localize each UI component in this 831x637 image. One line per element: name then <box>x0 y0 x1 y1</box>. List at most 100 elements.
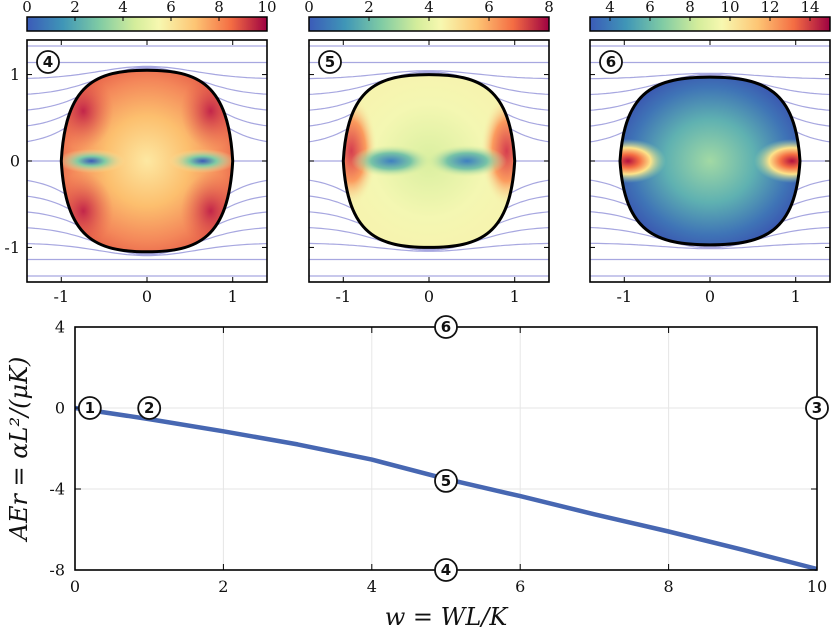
streamline <box>590 73 830 96</box>
streamline <box>590 226 830 249</box>
colorbar-tick-label: 8 <box>214 0 224 16</box>
point-marker-2-label: 2 <box>144 399 154 417</box>
streamline <box>27 211 267 255</box>
x-tick-label: -1 <box>53 287 69 306</box>
panel-marker-6: 6 <box>599 50 623 74</box>
streamline <box>309 71 549 111</box>
streamline <box>590 242 830 250</box>
streamline <box>590 72 830 80</box>
point-marker-4-circle <box>434 558 458 582</box>
x-tick-label: 0 <box>70 577 80 596</box>
y-tick-label: 0 <box>10 152 20 171</box>
x-tick-label: 1 <box>791 287 801 306</box>
droplet-field <box>61 70 233 252</box>
cold-region <box>351 145 431 177</box>
heatmap-panel-4: -1 0 1 1 0 -1 4 <box>4 39 268 306</box>
colorbar-tick-label: 8 <box>544 0 554 16</box>
point-marker-1: 1 <box>77 396 102 420</box>
colorbar-tick-label: 4 <box>118 0 128 16</box>
heatmap-panel-6: -1 0 1 6 <box>589 39 831 306</box>
x-tick-label: 0 <box>424 287 434 306</box>
point-marker-6-circle <box>434 315 458 339</box>
panel-marker-4: 4 <box>36 50 60 74</box>
x-tick-label: -1 <box>335 287 351 306</box>
colorbar-tick-label: 6 <box>166 0 176 16</box>
panel-marker-5-circle <box>318 50 342 74</box>
panel-marker-6-circle <box>599 50 623 74</box>
colorbar-tick-label: 6 <box>645 0 655 16</box>
point-marker-5-circle <box>434 468 458 493</box>
x-tick-label: 1 <box>228 287 238 306</box>
droplet-outline <box>341 73 517 249</box>
colorbar-tick-label: 10 <box>720 0 739 16</box>
streamline <box>27 243 267 257</box>
streamline <box>590 74 830 111</box>
streamline <box>27 66 267 95</box>
colorbar-tick-label: 6 <box>484 0 494 16</box>
point-marker-4-label: 4 <box>441 561 451 579</box>
hot-region <box>343 96 378 206</box>
point-marker-5-label: 5 <box>441 472 451 490</box>
y-tick-label: -4 <box>49 480 65 499</box>
x-tick-label: 1 <box>510 287 520 306</box>
x-tick-label: 6 <box>515 577 525 596</box>
streamline <box>309 70 549 80</box>
panel-marker-4-circle <box>36 50 60 74</box>
x-tick-label: 2 <box>218 577 228 596</box>
panel-marker-5: 5 <box>318 50 342 74</box>
colorbar-tick-label: 0 <box>304 0 314 16</box>
colorbar-panel-6 <box>589 16 831 32</box>
colorbar-tick-label: 8 <box>685 0 695 16</box>
streamline <box>27 227 267 256</box>
y-tick-label: 0 <box>55 399 65 418</box>
cold-region <box>61 149 126 173</box>
streamline <box>309 242 549 252</box>
cold-region <box>168 149 233 173</box>
y-tick-label: -8 <box>49 561 65 580</box>
panel-marker-5-label: 5 <box>325 53 335 71</box>
streamline <box>27 65 267 79</box>
droplet-fill <box>620 77 800 245</box>
panel-marker-6-label: 6 <box>606 53 616 71</box>
y-tick-label: 4 <box>55 318 65 337</box>
colorbar-tick-label: 12 <box>760 0 779 16</box>
point-marker-6-label: 6 <box>441 318 451 336</box>
droplet-outline <box>59 68 235 254</box>
plot-background <box>75 327 817 570</box>
colorbar-panel-4 <box>26 16 268 32</box>
streamline <box>309 70 549 95</box>
y-tick-label: 1 <box>10 65 20 84</box>
heatmap-panel-5: -1 0 1 5 <box>308 39 550 306</box>
x-tick-label: 4 <box>367 577 377 596</box>
colorbar-tick-label: 2 <box>364 0 374 16</box>
point-marker-3-label: 3 <box>812 399 822 417</box>
point-marker-5: 5 <box>434 468 458 493</box>
x-tick-label: 0 <box>705 287 715 306</box>
point-marker-2: 2 <box>137 396 162 420</box>
droplet-field <box>620 77 800 245</box>
x-tick-label: 0 <box>142 287 152 306</box>
colorbar-tick-label: 4 <box>605 0 615 16</box>
colorbar-tick-label: 10 <box>257 0 276 16</box>
hot-region <box>754 139 800 183</box>
hot-region <box>620 139 666 183</box>
hot-region <box>480 96 515 206</box>
point-marker-1-label: 1 <box>85 399 95 417</box>
point-marker-6: 6 <box>434 315 458 339</box>
cold-region <box>427 145 507 177</box>
y-tick-label: -1 <box>4 238 20 257</box>
x-tick-label: 8 <box>664 577 674 596</box>
colorbar-tick-label: 2 <box>70 0 80 16</box>
streamline <box>309 211 549 251</box>
colorbar-tick-label: 0 <box>22 0 32 16</box>
streamline <box>309 227 549 252</box>
y-axis-label: AEr = αL²/(μK) <box>5 357 33 543</box>
panel-marker-4-label: 4 <box>43 53 53 71</box>
point-marker-4: 4 <box>434 558 458 582</box>
point-marker-3-circle <box>805 396 829 420</box>
droplet-field <box>343 74 515 248</box>
x-tick-label: -1 <box>616 287 632 306</box>
x-tick-label: 10 <box>807 577 827 596</box>
streamline <box>27 67 267 111</box>
